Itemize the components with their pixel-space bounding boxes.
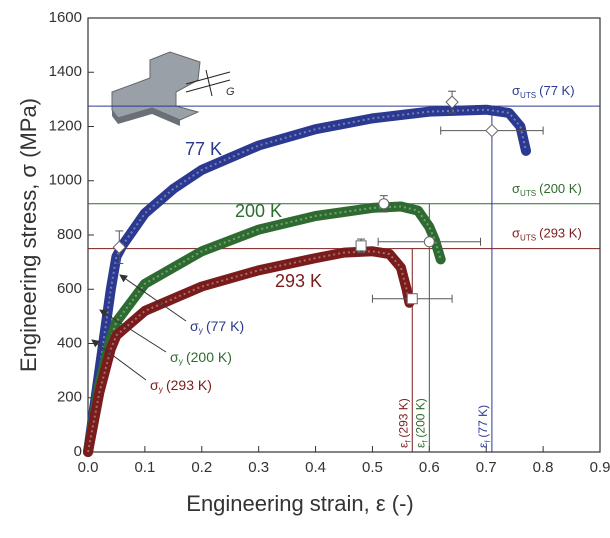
y-tick-label: 1200	[49, 117, 82, 134]
x-tick-label: 0.6	[419, 459, 440, 476]
curve-highlight	[88, 207, 441, 453]
annotation-subscript: UTS	[520, 189, 536, 198]
y-tick-label: 400	[57, 334, 82, 351]
marker	[486, 125, 498, 137]
annotation: σy(77 K)	[190, 318, 244, 336]
annotation-symbol: σ	[512, 84, 520, 99]
chart: Engineering strain, ε (-) Engineering st…	[0, 0, 610, 533]
annotation-note: (77 K)	[476, 405, 490, 438]
annotation-subscript: y	[159, 384, 164, 394]
annotation-note: (77 K)	[539, 84, 574, 99]
y-tick-label: 1600	[49, 9, 82, 26]
annotation-symbol: σ	[170, 349, 179, 365]
annotation-subscript: f	[420, 440, 429, 443]
annotation-note: (77 K)	[206, 318, 244, 334]
inset-label: G	[226, 86, 235, 98]
annotation: εf(200 K)	[414, 398, 430, 448]
y-tick-label: 1000	[49, 172, 82, 189]
x-tick-label: 0.8	[533, 459, 554, 476]
y-tick-label: 200	[57, 389, 82, 406]
annotation-subscript: f	[403, 440, 412, 443]
annotation-symbol: σ	[512, 181, 520, 196]
annotation-subscript: y	[199, 325, 204, 335]
annotation-subscript: f	[483, 440, 492, 443]
x-tick-label: 0.2	[191, 459, 212, 476]
annotation: εf(77 K)	[476, 405, 492, 448]
annotation-subscript: UTS	[520, 91, 536, 100]
annotation-note: (200 K)	[414, 398, 428, 437]
annotation: σy(200 K)	[170, 349, 232, 367]
marker	[407, 294, 417, 304]
marker	[356, 241, 366, 251]
y-tick-label: 600	[57, 280, 82, 297]
y-tick-label: 800	[57, 226, 82, 243]
annotation: σUTS(77 K)	[512, 84, 575, 101]
x-tick-label: 0.9	[590, 459, 610, 476]
specimen-inset: G	[112, 52, 235, 126]
x-tick-label: 0.5	[362, 459, 383, 476]
curve	[88, 207, 441, 453]
annotation-subscript: y	[179, 356, 184, 366]
x-tick-label: 0.4	[305, 459, 326, 476]
x-axis-title: Engineering strain, ε (-)	[186, 491, 413, 516]
annotation: σy(293 K)	[150, 377, 212, 395]
annotation-symbol: σ	[512, 226, 520, 241]
annotation-subscript: UTS	[520, 234, 536, 243]
annotation: σUTS(293 K)	[512, 226, 582, 243]
annotation-note: (200 K)	[539, 181, 582, 196]
marker	[424, 237, 434, 247]
curve	[88, 251, 409, 452]
y-axis-title: Engineering stress, σ (MPa)	[16, 98, 41, 372]
y-tick-label: 1400	[49, 63, 82, 80]
x-tick-label: 0.1	[134, 459, 155, 476]
annotation-symbol: σ	[190, 318, 199, 334]
annotation: σUTS(200 K)	[512, 181, 582, 198]
annotation-note: (293 K)	[539, 226, 582, 241]
x-tick-label: 0.7	[476, 459, 497, 476]
curve-highlight	[88, 251, 409, 452]
marker	[379, 199, 389, 209]
x-tick-label: 0.3	[248, 459, 269, 476]
annotation-note: (293 K)	[396, 398, 410, 437]
x-tick-label: 0.0	[78, 459, 99, 476]
annotation-symbol: σ	[150, 377, 159, 393]
series-label: 200 K	[235, 201, 282, 221]
series-label: 77 K	[185, 139, 222, 159]
annotation-note: (293 K)	[166, 377, 212, 393]
y-tick-label: 0	[74, 443, 82, 460]
series-label: 293 K	[275, 271, 322, 291]
annotation: εf(293 K)	[396, 398, 412, 448]
annotation-note: (200 K)	[186, 349, 232, 365]
